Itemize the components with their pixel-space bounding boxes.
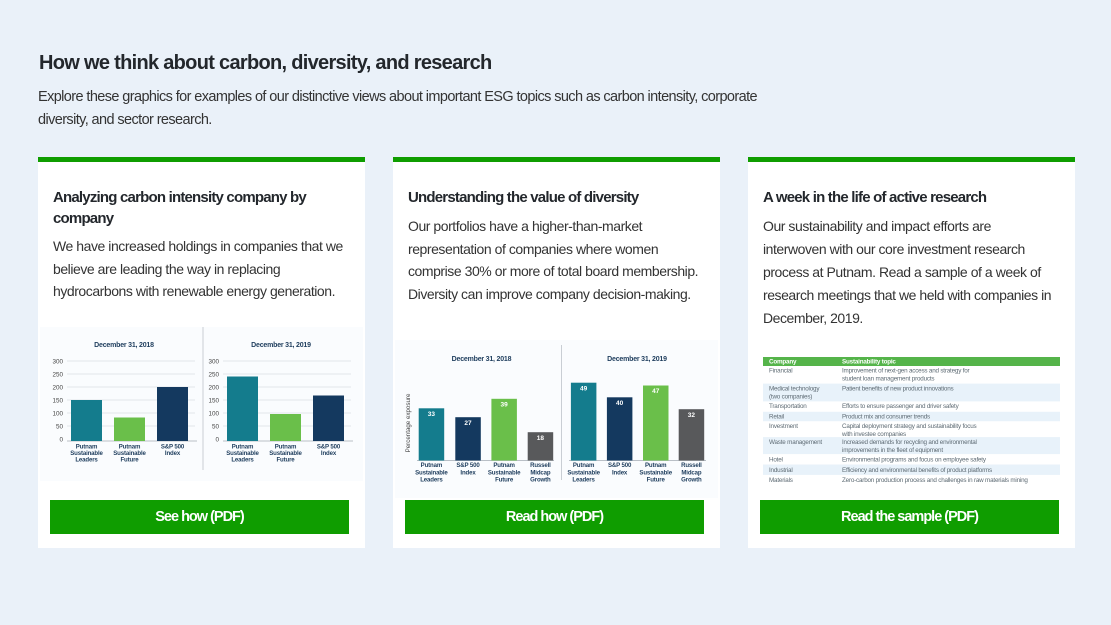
svg-text:Leaders: Leaders <box>572 476 595 483</box>
svg-text:Hotel: Hotel <box>769 457 783 464</box>
svg-text:0: 0 <box>215 437 219 444</box>
svg-text:Putnam: Putnam <box>275 443 297 450</box>
svg-text:49: 49 <box>580 385 588 392</box>
svg-text:Investment: Investment <box>769 423 798 430</box>
svg-text:S&P 500: S&P 500 <box>608 462 632 469</box>
svg-text:Efficiency and environmental b: Efficiency and environmental benefits of… <box>842 467 992 474</box>
svg-text:39: 39 <box>500 401 508 408</box>
svg-text:Russell: Russell <box>681 462 702 469</box>
svg-text:0: 0 <box>59 437 63 444</box>
svg-text:S&P 500: S&P 500 <box>161 443 185 450</box>
svg-text:40: 40 <box>616 400 624 407</box>
svg-text:Sustainable: Sustainable <box>488 469 521 476</box>
svg-text:Sustainability topic: Sustainability topic <box>842 359 896 366</box>
svg-text:250: 250 <box>208 372 219 379</box>
svg-text:Future: Future <box>495 476 514 483</box>
svg-text:S&P 500: S&P 500 <box>317 443 341 450</box>
svg-text:Index: Index <box>321 450 337 457</box>
svg-text:Putnam: Putnam <box>645 462 667 469</box>
svg-text:33: 33 <box>428 411 436 418</box>
svg-text:improvements in the fleet of e: improvements in the fleet of equipment <box>842 447 943 454</box>
svg-text:50: 50 <box>212 424 220 431</box>
svg-text:100: 100 <box>208 411 219 418</box>
svg-text:300: 300 <box>208 359 219 366</box>
svg-text:Increased demands for recyclin: Increased demands for recycling and envi… <box>842 439 977 446</box>
svg-text:200: 200 <box>52 385 63 392</box>
svg-text:Index: Index <box>165 450 181 457</box>
svg-text:50: 50 <box>56 424 64 431</box>
svg-text:Growth: Growth <box>530 476 551 483</box>
svg-text:Midcap: Midcap <box>681 469 702 476</box>
svg-text:student loan management produc: student loan management products <box>842 376 934 383</box>
svg-text:Industrial: Industrial <box>769 467 793 474</box>
svg-text:Midcap: Midcap <box>530 469 551 476</box>
svg-text:Leaders: Leaders <box>75 457 98 464</box>
svg-text:December 31, 2019: December 31, 2019 <box>607 356 667 363</box>
svg-text:S&P 500: S&P 500 <box>456 462 480 469</box>
svg-text:Russell: Russell <box>530 462 551 469</box>
svg-text:Percentage exposure: Percentage exposure <box>405 393 412 452</box>
svg-text:Company: Company <box>769 359 797 366</box>
svg-text:with investee companies: with investee companies <box>841 431 906 438</box>
svg-text:Improvement of next-gen access: Improvement of next-gen access and strat… <box>842 368 970 375</box>
svg-text:Growth: Growth <box>681 476 702 483</box>
svg-text:Sustainable: Sustainable <box>70 450 103 457</box>
svg-text:Index: Index <box>460 469 476 476</box>
svg-text:Transportation: Transportation <box>769 403 807 410</box>
svg-text:Index: Index <box>612 469 628 476</box>
svg-text:Future: Future <box>276 457 295 464</box>
svg-text:150: 150 <box>52 398 63 405</box>
svg-text:Retail: Retail <box>769 413 784 420</box>
svg-text:Sustainable: Sustainable <box>567 469 600 476</box>
svg-text:Sustainable: Sustainable <box>639 469 672 476</box>
svg-text:18: 18 <box>537 435 545 442</box>
svg-text:Zero-carbon production process: Zero-carbon production process and chall… <box>842 477 1028 484</box>
svg-text:Capital deployment strategy an: Capital deployment strategy and sustaina… <box>842 423 977 430</box>
svg-text:Putnam: Putnam <box>493 462 515 469</box>
svg-text:Putnam: Putnam <box>573 462 595 469</box>
svg-text:December 31, 2018: December 31, 2018 <box>94 342 154 349</box>
svg-text:Putnam: Putnam <box>421 462 443 469</box>
svg-text:Leaders: Leaders <box>231 457 254 464</box>
svg-text:Sustainable: Sustainable <box>269 450 302 457</box>
svg-text:(two companies): (two companies) <box>769 394 812 401</box>
svg-text:100: 100 <box>52 411 63 418</box>
svg-text:Materials: Materials <box>769 477 793 484</box>
svg-text:32: 32 <box>688 412 696 419</box>
svg-text:47: 47 <box>652 388 660 395</box>
svg-text:Putnam: Putnam <box>119 443 141 450</box>
svg-text:Sustainable: Sustainable <box>415 469 448 476</box>
svg-text:Waste management: Waste management <box>769 439 822 446</box>
svg-text:200: 200 <box>208 385 219 392</box>
svg-text:300: 300 <box>52 359 63 366</box>
svg-text:December 31, 2019: December 31, 2019 <box>251 342 311 349</box>
svg-text:Sustainable: Sustainable <box>113 450 146 457</box>
svg-text:Leaders: Leaders <box>420 476 443 483</box>
svg-text:250: 250 <box>52 372 63 379</box>
svg-text:Sustainable: Sustainable <box>226 450 259 457</box>
svg-text:Efforts to ensure passenger an: Efforts to ensure passenger and driver s… <box>842 403 960 410</box>
svg-text:Medical technology: Medical technology <box>769 386 820 393</box>
svg-text:Product mix and consumer trend: Product mix and consumer trends <box>842 413 930 420</box>
svg-text:Putnam: Putnam <box>232 443 254 450</box>
svg-text:Future: Future <box>647 476 666 483</box>
svg-text:December 31, 2018: December 31, 2018 <box>452 356 512 363</box>
svg-text:Future: Future <box>120 457 139 464</box>
svg-text:Financial: Financial <box>769 368 792 375</box>
svg-text:27: 27 <box>464 420 472 427</box>
svg-text:Patient benefits of new produc: Patient benefits of new product innovati… <box>842 386 954 393</box>
svg-text:150: 150 <box>208 398 219 405</box>
svg-text:Environmental programs and foc: Environmental programs and focus on empl… <box>842 457 987 464</box>
svg-text:Putnam: Putnam <box>76 443 98 450</box>
